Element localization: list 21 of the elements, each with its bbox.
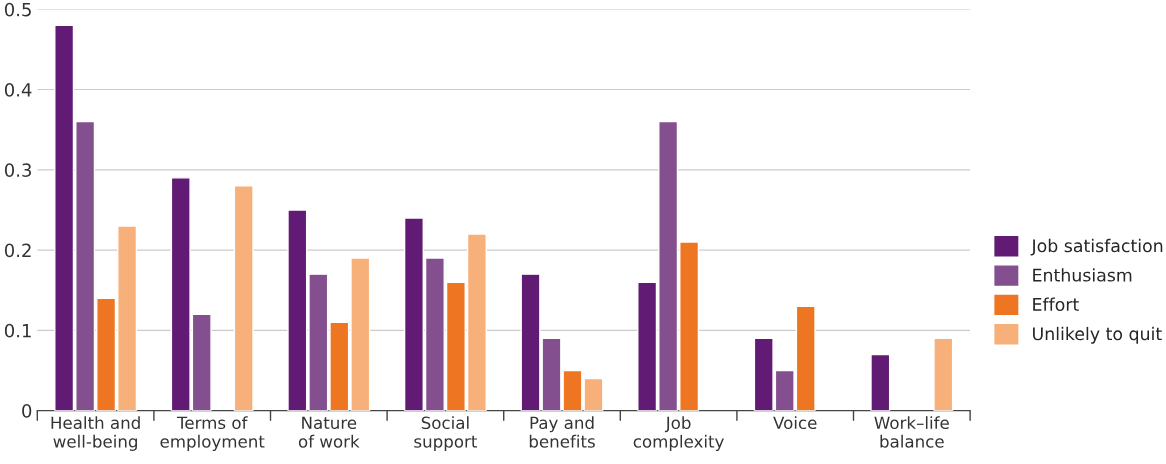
legend-label: Enthusiasm (1033, 268, 1132, 282)
x-tick-label: Terms of employment (160, 416, 265, 451)
y-tick-label: 0.2 (4, 243, 31, 258)
legend-label: Effort (1033, 297, 1079, 311)
y-tick-label: 0 (22, 404, 32, 418)
x-tick-label: Nature of work (298, 416, 360, 448)
x-tick-label: Social support (414, 416, 478, 451)
legend-label: Job satisfaction (1030, 238, 1163, 256)
y-tick-label: 0.5 (4, 2, 31, 17)
x-tick-label: Voice (773, 416, 817, 430)
x-tick-label: Work–life balance (874, 416, 949, 448)
bar (233, 185, 254, 411)
bar (870, 353, 891, 411)
y-tick-label: 0.4 (4, 83, 32, 97)
y-tick-label: 0.3 (4, 163, 31, 177)
x-tick-label: Job complexity (633, 416, 724, 451)
x-tick-label: Health and well-being (51, 416, 140, 451)
y-tick-label: 0.1 (4, 323, 31, 338)
x-tick-label: Pay and benefits (529, 416, 595, 448)
legend-label: Unlikely to quit (1033, 326, 1162, 344)
bar (933, 337, 954, 411)
